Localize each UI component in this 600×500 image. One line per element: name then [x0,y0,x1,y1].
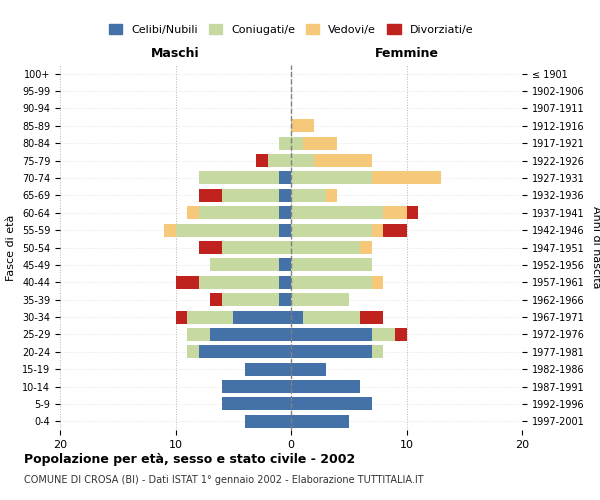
Bar [210,293,222,306]
Bar [280,172,291,184]
Bar [291,154,314,167]
Bar [291,241,360,254]
Bar [187,206,199,220]
Text: Popolazione per età, sesso e stato civile - 2002: Popolazione per età, sesso e stato civil… [24,452,355,466]
Bar [407,206,418,220]
Y-axis label: Fasce di età: Fasce di età [7,214,16,280]
Bar [222,380,291,393]
Bar [291,380,360,393]
Bar [280,276,291,289]
Bar [199,276,280,289]
Bar [360,241,372,254]
Bar [291,120,314,132]
Bar [256,154,268,167]
Bar [280,224,291,236]
Bar [291,224,372,236]
Bar [291,362,326,376]
Bar [372,328,395,341]
Bar [291,310,302,324]
Bar [176,310,187,324]
Text: Femmine: Femmine [374,47,439,60]
Bar [291,206,383,220]
Bar [291,136,302,149]
Bar [291,276,372,289]
Bar [280,189,291,202]
Bar [176,224,280,236]
Bar [383,206,407,220]
Bar [291,258,372,272]
Bar [245,362,291,376]
Y-axis label: Anni di nascita: Anni di nascita [591,206,600,289]
Bar [291,398,372,410]
Bar [187,346,199,358]
Bar [372,276,383,289]
Bar [280,293,291,306]
Bar [372,172,441,184]
Bar [222,241,291,254]
Bar [222,398,291,410]
Bar [291,172,372,184]
Bar [199,189,222,202]
Bar [233,310,291,324]
Bar [210,258,280,272]
Bar [164,224,176,236]
Bar [199,241,222,254]
Bar [280,136,291,149]
Bar [291,189,326,202]
Bar [280,206,291,220]
Bar [187,310,233,324]
Bar [222,293,280,306]
Bar [291,328,372,341]
Bar [199,172,280,184]
Bar [302,310,360,324]
Bar [395,328,407,341]
Bar [326,189,337,202]
Text: COMUNE DI CROSA (BI) - Dati ISTAT 1° gennaio 2002 - Elaborazione TUTTITALIA.IT: COMUNE DI CROSA (BI) - Dati ISTAT 1° gen… [24,475,424,485]
Bar [210,328,291,341]
Bar [222,189,280,202]
Bar [268,154,291,167]
Bar [372,224,383,236]
Bar [383,224,407,236]
Bar [176,276,199,289]
Bar [360,310,383,324]
Bar [280,258,291,272]
Bar [199,346,291,358]
Bar [291,346,372,358]
Text: Maschi: Maschi [151,47,200,60]
Bar [291,415,349,428]
Bar [302,136,337,149]
Bar [291,293,349,306]
Bar [372,346,383,358]
Bar [314,154,372,167]
Bar [187,328,210,341]
Bar [199,206,280,220]
Legend: Celibi/Nubili, Coniugati/e, Vedovi/e, Divorziati/e: Celibi/Nubili, Coniugati/e, Vedovi/e, Di… [104,20,478,39]
Bar [245,415,291,428]
